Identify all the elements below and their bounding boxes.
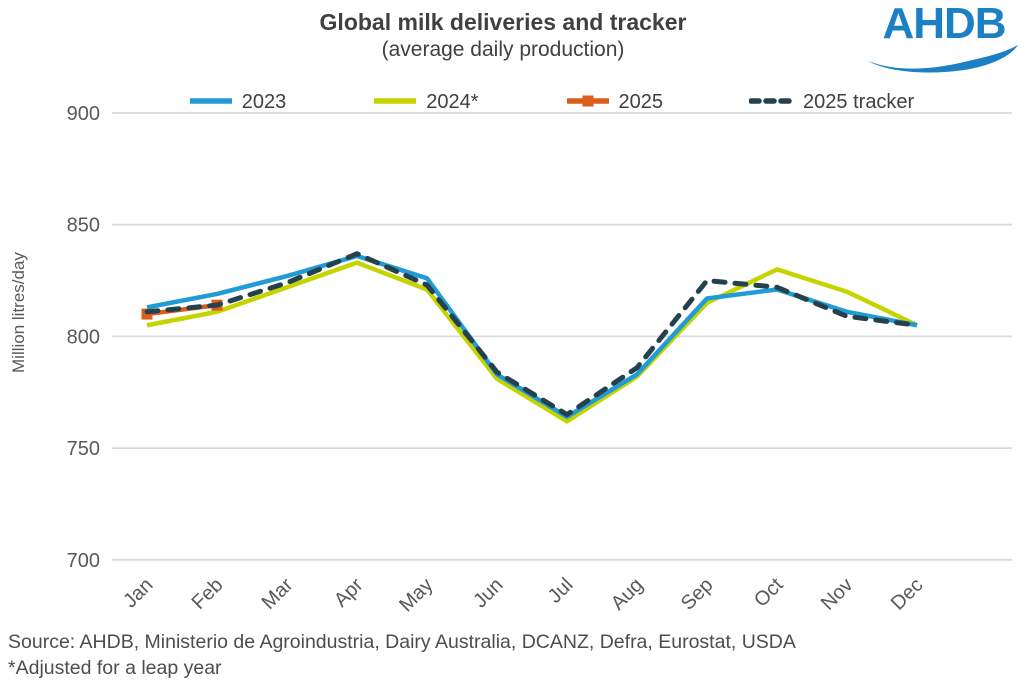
series-line-2025tracker [144, 251, 920, 418]
x-tick-label: Nov [817, 574, 858, 615]
legend-item-2025-tracker: 2025 tracker [748, 91, 915, 114]
x-tick-label: Jul [544, 574, 578, 608]
legend-swatch-2025-tracker-dash-icon [748, 94, 796, 112]
x-tick-label: Sep [677, 574, 718, 615]
y-tick-label: 800 [67, 326, 100, 348]
legend-swatch-2023-line-icon [188, 94, 234, 112]
legend-swatch-graphic [189, 97, 232, 104]
legend-label-2025: 2025 [618, 91, 664, 113]
chart-title: Global milk deliveries and tracker [319, 9, 687, 35]
ahdb-logo: AHDB [868, 2, 1020, 74]
x-tick-label: Jun [469, 574, 507, 612]
chart-plot: 900 850 800 750 700 Jan Feb Mar Apr May Jun Jul Aug S… [67, 103, 1012, 616]
source-text: Source: AHDB, Ministerio de Agroindustri… [8, 631, 796, 653]
legend-item-2025: 2025 [565, 91, 664, 114]
x-tick-label: Dec [887, 574, 928, 615]
footnote-text: *Adjusted for a leap year [8, 657, 222, 679]
y-tick-label: 700 [67, 550, 100, 572]
legend-label-2023: 2023 [241, 91, 287, 113]
x-tick-label: Mar [258, 574, 298, 614]
x-tick-label: Oct [750, 574, 788, 612]
x-tick-label: Jan [119, 574, 157, 612]
x-tick-label: May [395, 574, 437, 616]
chart-subtitle: (average daily production) [381, 38, 625, 61]
legend-swatch-graphic [374, 97, 417, 104]
y-tick-label: 900 [67, 103, 100, 125]
legend-swatch-graphic [748, 97, 796, 104]
series-line-2024 [146, 260, 918, 424]
ahdb-wave-icon [868, 45, 1018, 73]
legend-item-2024: 2024* [372, 91, 479, 114]
x-tick-label: Aug [607, 574, 648, 615]
x-tick-label: Apr [330, 574, 368, 612]
legend-swatch-graphic [566, 95, 609, 106]
chart-footer: Source: AHDB, Ministerio de Agroindustri… [8, 629, 796, 681]
legend-item-2023: 2023 [188, 91, 287, 114]
x-tick-label: Feb [188, 574, 228, 614]
y-tick-label: 850 [67, 215, 100, 237]
legend-label-2025-tracker: 2025 tracker [803, 91, 915, 113]
chart-legend: 2023 2024* 2025 2025 tracker [38, 91, 1026, 114]
legend-swatch-2024-line-icon [372, 94, 418, 112]
legend-label-2024: 2024* [426, 91, 479, 113]
ahdb-logo-text: AHDB [882, 0, 1006, 48]
legend-swatch-2025-line-icon [565, 94, 611, 112]
y-tick-label: 750 [67, 438, 100, 460]
